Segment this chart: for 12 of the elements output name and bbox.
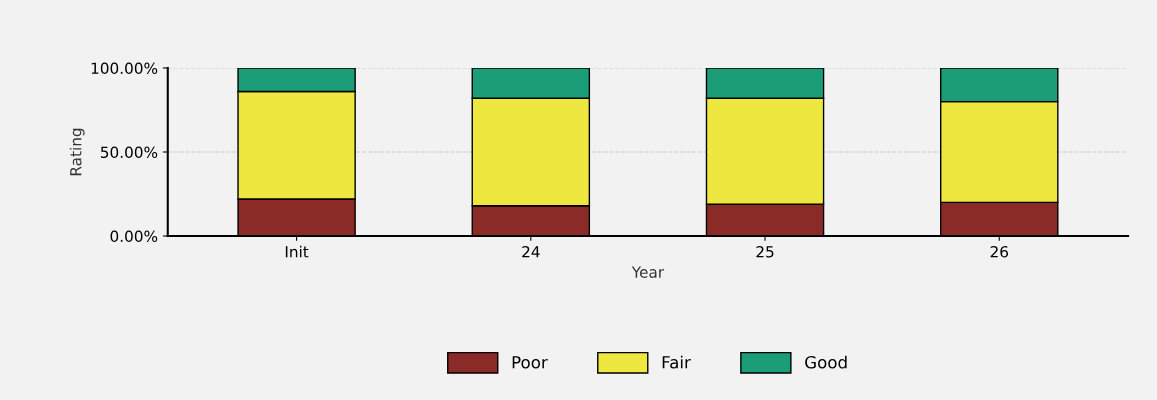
y-tick-label: 0.00% [110,230,158,243]
y-tick-label: 50.00% [100,146,158,159]
legend-label: Good [805,355,847,369]
legend-label: Fair [662,355,691,369]
x-tick-label: 26 [990,245,1009,258]
x-tick-label: Init [285,245,309,258]
legend-label: Poor [512,356,548,369]
x-tick-label: 24 [522,245,540,258]
y-axis-title: Rating [69,128,85,176]
y-tick-label: 100.00% [91,62,158,75]
x-axis-title: Year [631,266,665,278]
x-tick-label: 25 [756,245,774,258]
